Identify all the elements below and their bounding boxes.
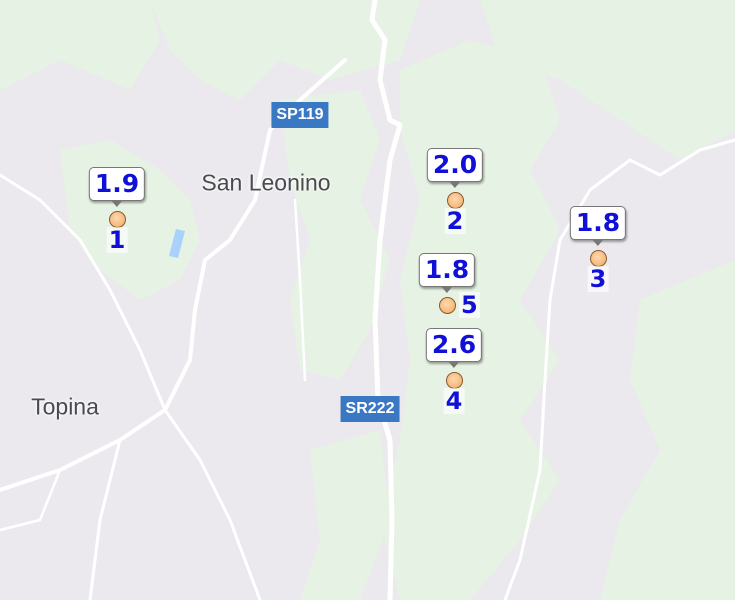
marker-id-label: 5 xyxy=(459,291,480,319)
marker-value-callout[interactable]: 2.0 xyxy=(426,148,484,188)
marker-value-callout[interactable]: 2.6 xyxy=(425,328,483,368)
road-shield-sr222: SR222 xyxy=(340,396,400,422)
marker-value-callout[interactable]: 1.8 xyxy=(418,253,476,293)
water-body xyxy=(169,229,185,258)
road-shield-sp119: SP119 xyxy=(271,102,329,128)
marker-id-label: 2 xyxy=(444,207,466,235)
place-label-topina: Topina xyxy=(31,393,99,420)
marker-pin-icon[interactable] xyxy=(439,297,456,314)
marker-value-callout[interactable]: 1.8 xyxy=(569,206,627,246)
marker-value-callout[interactable]: 1.9 xyxy=(88,167,146,207)
marker-id-label: 1 xyxy=(106,226,128,254)
marker-id-label: 4 xyxy=(443,387,465,415)
marker-id-label: 3 xyxy=(587,265,609,293)
place-label-san-leonino: San Leonino xyxy=(201,169,331,196)
